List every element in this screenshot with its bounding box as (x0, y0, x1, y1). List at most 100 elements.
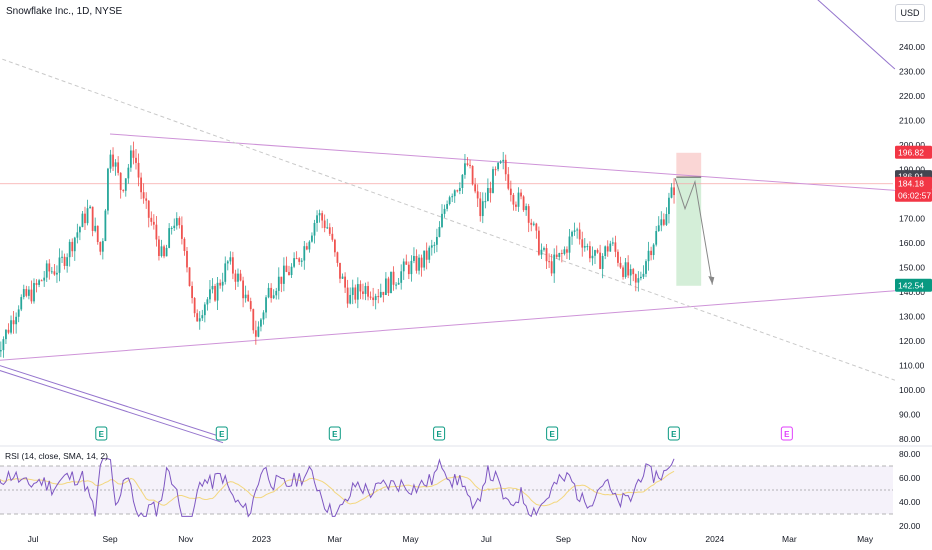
candle-body (48, 263, 51, 272)
candle-body (311, 235, 313, 242)
candle-body (405, 261, 408, 265)
candle-body (224, 263, 227, 282)
candle-body (458, 187, 461, 191)
candle-body (571, 231, 573, 237)
candle-body (135, 157, 137, 163)
candle-body (418, 257, 420, 271)
candle-body (415, 255, 418, 271)
candle-body (254, 330, 257, 337)
candle-body (295, 258, 298, 260)
price-axis-tick: 230.00 (899, 67, 925, 77)
candle-body (63, 256, 66, 266)
candle-body (425, 250, 428, 260)
candle-body (122, 189, 125, 191)
candle-body (305, 246, 308, 250)
candle-body (183, 238, 186, 251)
candle-body (464, 163, 466, 175)
candle-body (657, 225, 660, 232)
candle-body (265, 297, 267, 313)
candle-body (257, 326, 260, 337)
price-axis-tick: 150.00 (899, 263, 925, 273)
candle-body (555, 254, 558, 258)
earnings-marker (95, 426, 108, 441)
lower-channel-line-a (0, 365, 229, 440)
time-axis-tick: May (403, 534, 420, 544)
candle-body (629, 269, 632, 276)
time-axis-tick: Mar (782, 534, 797, 544)
currency-selector[interactable]: USD (895, 4, 925, 22)
candle-body (476, 191, 479, 199)
candle-body (448, 197, 451, 205)
stop-loss-zone (676, 152, 702, 178)
candle-body (280, 276, 283, 284)
candle-body (231, 257, 234, 274)
candle-body (66, 257, 69, 266)
candle-body (275, 290, 278, 296)
candle-body (535, 223, 538, 231)
candle-body (466, 163, 469, 165)
candle-body (545, 248, 548, 262)
candle-body (216, 282, 219, 301)
price-badge-label: 196.82 (898, 147, 924, 157)
candle-body (576, 229, 579, 231)
candle-body (323, 220, 326, 228)
candle-body (198, 318, 201, 322)
candle-body (272, 295, 275, 299)
candle-body (362, 291, 364, 294)
candle-body (321, 213, 324, 221)
candle-body (0, 350, 2, 352)
candle-body (196, 313, 199, 322)
candle-body (140, 177, 142, 193)
candle-body (316, 215, 318, 223)
candle-body (349, 294, 352, 304)
candle-body (660, 219, 663, 226)
candle-body (119, 172, 122, 190)
candle-body (211, 285, 214, 290)
candle-body (300, 260, 303, 262)
lower-trendline (0, 290, 895, 361)
candle-body (369, 296, 372, 298)
candle-body (609, 243, 612, 252)
earnings-marker-label: E (99, 430, 105, 439)
candle-body (499, 161, 502, 163)
candle-body (624, 262, 627, 277)
candle-body (670, 187, 673, 198)
candle-body (497, 162, 499, 170)
candle-body (150, 217, 153, 222)
candle-body (229, 257, 232, 262)
candle-body (318, 213, 321, 216)
candle-body (430, 245, 433, 248)
candle-body (290, 266, 293, 276)
rsi-indicator-label[interactable]: RSI (14, close, SMA, 14, 2) (5, 451, 108, 461)
candle-body (117, 162, 120, 173)
price-axis-tick: 100.00 (899, 385, 925, 395)
candle-body (634, 274, 637, 283)
time-axis-tick: Sep (102, 534, 117, 544)
candle-body (339, 262, 341, 279)
chart-title: Snowflake Inc., 1D, NYSE (6, 6, 123, 17)
candle-body (474, 184, 477, 192)
candle-body (451, 196, 454, 198)
price-axis-tick: 170.00 (899, 214, 925, 224)
candle-body (558, 252, 561, 258)
candle-body (336, 252, 339, 263)
candle-body (178, 218, 181, 226)
candle-body (78, 227, 81, 233)
candle-body (71, 241, 74, 252)
candle-body (599, 252, 601, 269)
candle-body (252, 309, 255, 331)
candle-body (530, 222, 533, 225)
candle-body (206, 299, 209, 305)
price-axis-tick: 120.00 (899, 336, 925, 346)
candle-body (619, 262, 622, 268)
candle-body (407, 264, 410, 275)
candle-body (20, 297, 23, 310)
rsi-line (0, 458, 675, 518)
candle-body (234, 273, 237, 282)
candle-body (469, 164, 471, 166)
upper-channel-line (817, 0, 896, 70)
candle-body (5, 329, 7, 340)
candle-body (267, 287, 270, 298)
earnings-marker (328, 426, 341, 441)
